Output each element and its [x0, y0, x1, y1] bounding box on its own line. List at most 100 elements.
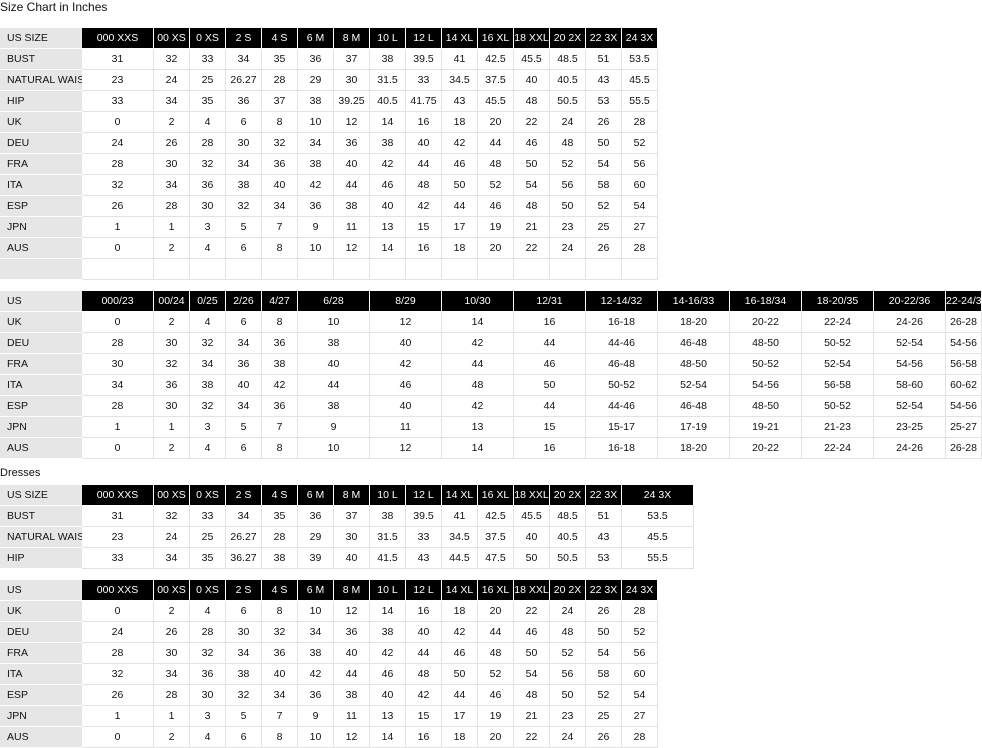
size-cell: 50	[550, 685, 586, 706]
size-cell: 38	[226, 664, 262, 685]
column-header: 00 XS	[154, 485, 190, 506]
size-cell: 4	[190, 601, 226, 622]
size-cell: 12	[334, 727, 370, 748]
column-header: 10 L	[370, 485, 406, 506]
column-header: 4/27	[262, 291, 298, 312]
blank-cell	[586, 259, 622, 280]
size-cell: 32	[190, 333, 226, 354]
blank-cell	[298, 259, 334, 280]
column-header: 10 L	[370, 28, 406, 49]
size-cell: 26	[586, 601, 622, 622]
column-header: 12 L	[406, 580, 442, 601]
column-header: 8 M	[334, 28, 370, 49]
size-cell: 39	[298, 548, 334, 569]
column-header: 18 XXL	[514, 580, 550, 601]
column-header: 20 2X	[550, 580, 586, 601]
size-cell: 42	[370, 354, 442, 375]
size-cell: 19-21	[730, 417, 802, 438]
size-cell: 54	[586, 643, 622, 664]
size-cell: 50-52	[802, 333, 874, 354]
size-cell: 36	[262, 643, 298, 664]
size-cell: 42	[442, 396, 514, 417]
size-cell: 6	[226, 601, 262, 622]
size-cell: 35	[262, 506, 298, 527]
size-cell: 50	[514, 548, 550, 569]
size-cell: 34	[226, 154, 262, 175]
column-header: 000 XXS	[82, 485, 154, 506]
size-cell: 52	[478, 664, 514, 685]
size-cell: 29	[298, 70, 334, 91]
column-header: 0/25	[190, 291, 226, 312]
size-cell: 54-56	[946, 396, 982, 417]
size-cell: 52-54	[874, 333, 946, 354]
size-cell: 22	[514, 601, 550, 622]
row-label: JPN	[0, 217, 82, 238]
size-cell: 34	[226, 333, 262, 354]
section-heading: Dresses	[0, 467, 41, 479]
size-cell: 43	[442, 91, 478, 112]
size-cell: 23	[550, 217, 586, 238]
size-cell: 53.5	[622, 49, 658, 70]
size-cell: 52	[622, 622, 658, 643]
size-cell: 28	[622, 238, 658, 259]
size-cell: 24	[82, 133, 154, 154]
size-cell: 44	[442, 196, 478, 217]
size-cell: 53.5	[622, 506, 694, 527]
size-cell: 28	[262, 527, 298, 548]
blank-cell	[514, 259, 550, 280]
size-cell: 18	[442, 112, 478, 133]
size-cell: 9	[298, 217, 334, 238]
size-cell: 30	[154, 396, 190, 417]
size-cell: 46-48	[658, 333, 730, 354]
column-header: 8/29	[370, 291, 442, 312]
size-cell: 27	[622, 217, 658, 238]
column-header: 22 3X	[586, 580, 622, 601]
size-cell: 15	[406, 706, 442, 727]
size-cell: 28	[622, 112, 658, 133]
size-cell: 8	[262, 438, 298, 459]
size-cell: 44-46	[586, 333, 658, 354]
row-label: NATURAL WAIST	[0, 527, 82, 548]
size-cell: 16	[406, 601, 442, 622]
size-cell: 3	[190, 706, 226, 727]
size-cell: 38	[298, 91, 334, 112]
size-cell: 60-62	[946, 375, 982, 396]
size-cell: 31.5	[370, 70, 406, 91]
column-header: 16 XL	[478, 485, 514, 506]
size-cell: 50-52	[730, 354, 802, 375]
size-cell: 24	[550, 238, 586, 259]
size-cell: 42	[406, 196, 442, 217]
size-cell: 20	[478, 601, 514, 622]
size-cell: 32	[226, 685, 262, 706]
blank-cell	[622, 259, 658, 280]
size-cell: 27	[622, 706, 658, 727]
size-cell: 47.5	[478, 548, 514, 569]
size-cell: 15	[406, 217, 442, 238]
row-label: BUST	[0, 506, 82, 527]
size-cell: 1	[154, 417, 190, 438]
size-cell: 16-18	[586, 312, 658, 333]
size-cell: 33	[190, 506, 226, 527]
size-cell: 5	[226, 417, 262, 438]
row-label: AUS	[0, 438, 82, 459]
size-cell: 35	[190, 548, 226, 569]
size-cell: 10	[298, 112, 334, 133]
size-cell: 12	[370, 312, 442, 333]
size-cell: 32	[262, 133, 298, 154]
column-header: 18 XXL	[514, 485, 550, 506]
column-header: 14-16/33	[658, 291, 730, 312]
column-header: 0 XS	[190, 485, 226, 506]
size-cell: 5	[226, 217, 262, 238]
column-header: 16-18/34	[730, 291, 802, 312]
size-cell: 48	[406, 175, 442, 196]
row-label: AUS	[0, 727, 82, 748]
size-cell: 7	[262, 706, 298, 727]
size-cell: 38	[190, 375, 226, 396]
row-label: FRA	[0, 154, 82, 175]
size-cell: 39.5	[406, 49, 442, 70]
column-header: 8 M	[334, 580, 370, 601]
row-label: UK	[0, 112, 82, 133]
size-cell: 38	[298, 333, 370, 354]
size-cell: 12	[334, 238, 370, 259]
row-label: DEU	[0, 333, 82, 354]
